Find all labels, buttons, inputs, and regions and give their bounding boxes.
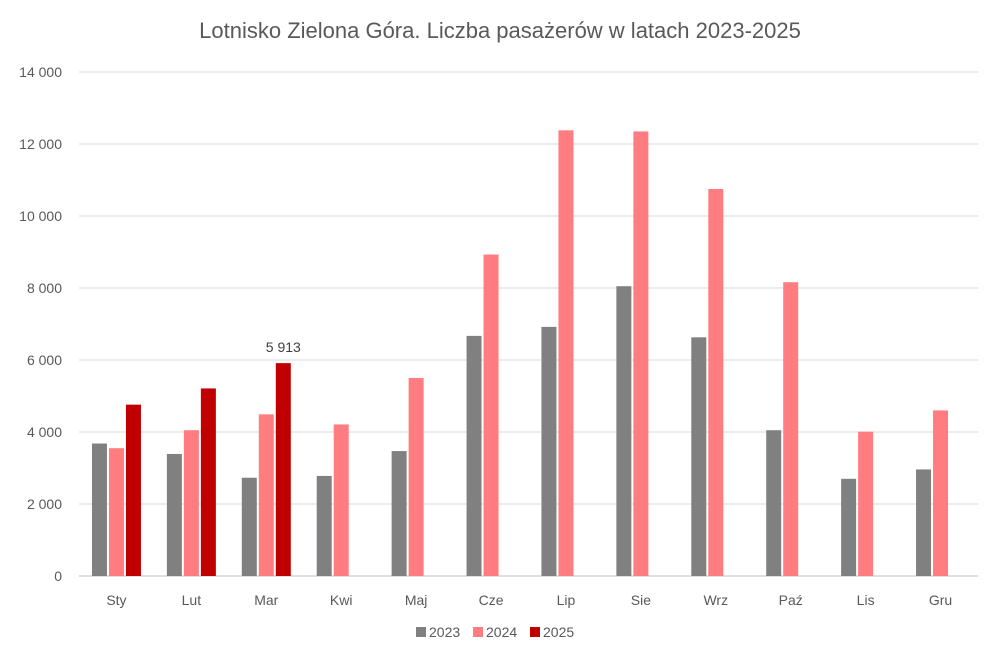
y-tick-label: 12 000 [19, 136, 62, 152]
bar-2024-wrz [708, 189, 724, 576]
y-tick-label: 0 [54, 568, 62, 584]
bar-2025-sty [125, 404, 141, 576]
x-tick-label: Kwi [330, 592, 353, 608]
x-tick-label: Maj [405, 592, 428, 608]
y-tick-label: 6 000 [27, 352, 62, 368]
bars [91, 130, 949, 576]
bar-2024-lut [183, 430, 199, 576]
bar-2023-lip [541, 326, 557, 576]
bar-2024-mar [258, 414, 274, 576]
x-tick-label: Gru [929, 592, 952, 608]
x-tick-label: Lip [557, 592, 576, 608]
bar-2025-lut [200, 388, 216, 576]
x-tick-label: Sty [106, 592, 126, 608]
bar-2023-sty [91, 443, 107, 576]
x-tick-label: Mar [254, 592, 278, 608]
bar-2024-cze [483, 254, 499, 576]
y-tick-label: 2 000 [27, 496, 62, 512]
y-tick-label: 4 000 [27, 424, 62, 440]
chart-title: Lotnisko Zielona Góra. Liczba pasażerów … [199, 18, 801, 43]
y-tick-label: 8 000 [27, 280, 62, 296]
x-axis: Sty Lut Mar Kwi Maj Cze Lip Sie Wrz Paź Lis Gru [106, 592, 952, 608]
bar-2024-kwi [333, 424, 349, 576]
legend[interactable]: 2023 2024 2025 [416, 624, 574, 640]
bar-2025-mar [275, 363, 291, 576]
y-axis: 0 2 000 4 000 6 000 8 000 10 000 12 000 14 000 [19, 64, 62, 584]
legend-label: 2024 [486, 624, 517, 640]
legend-swatch [473, 627, 483, 637]
bar-2024-lip [558, 130, 574, 576]
x-tick-label: Lis [857, 592, 875, 608]
x-tick-label: Wrz [703, 592, 728, 608]
legend-item-2025[interactable]: 2025 [530, 624, 574, 640]
x-tick-label: Lut [182, 592, 202, 608]
bar-2023-lut [166, 453, 182, 576]
legend-item-2023[interactable]: 2023 [416, 624, 460, 640]
data-labels: 5 913 [266, 339, 301, 355]
bar-2023-cze [466, 335, 482, 576]
gridlines [79, 71, 978, 577]
bar-2024-lis [858, 431, 874, 576]
y-tick-label: 10 000 [19, 208, 62, 224]
legend-label: 2023 [429, 624, 460, 640]
x-tick-label: Sie [631, 592, 651, 608]
bar-2023-sie [616, 286, 632, 576]
bar-2023-mar [241, 477, 257, 576]
bar-2024-paź [783, 282, 799, 576]
data-label: 5 913 [266, 339, 301, 355]
bar-2023-paź [766, 430, 782, 576]
bar-2024-maj [408, 378, 424, 576]
bar-2024-sie [633, 131, 649, 576]
legend-swatch [530, 627, 540, 637]
x-tick-label: Paź [779, 592, 803, 608]
bar-2023-lis [841, 478, 857, 576]
legend-item-2024[interactable]: 2024 [473, 624, 517, 640]
legend-label: 2025 [543, 624, 574, 640]
bar-2023-gru [916, 469, 932, 576]
bar-2023-maj [391, 451, 407, 576]
legend-swatch [416, 627, 426, 637]
bar-2023-wrz [691, 337, 707, 576]
x-tick-label: Cze [479, 592, 504, 608]
y-tick-label: 14 000 [19, 64, 62, 80]
bar-2024-gru [933, 410, 949, 576]
bar-2024-sty [108, 448, 124, 576]
bar-2023-kwi [316, 475, 332, 576]
